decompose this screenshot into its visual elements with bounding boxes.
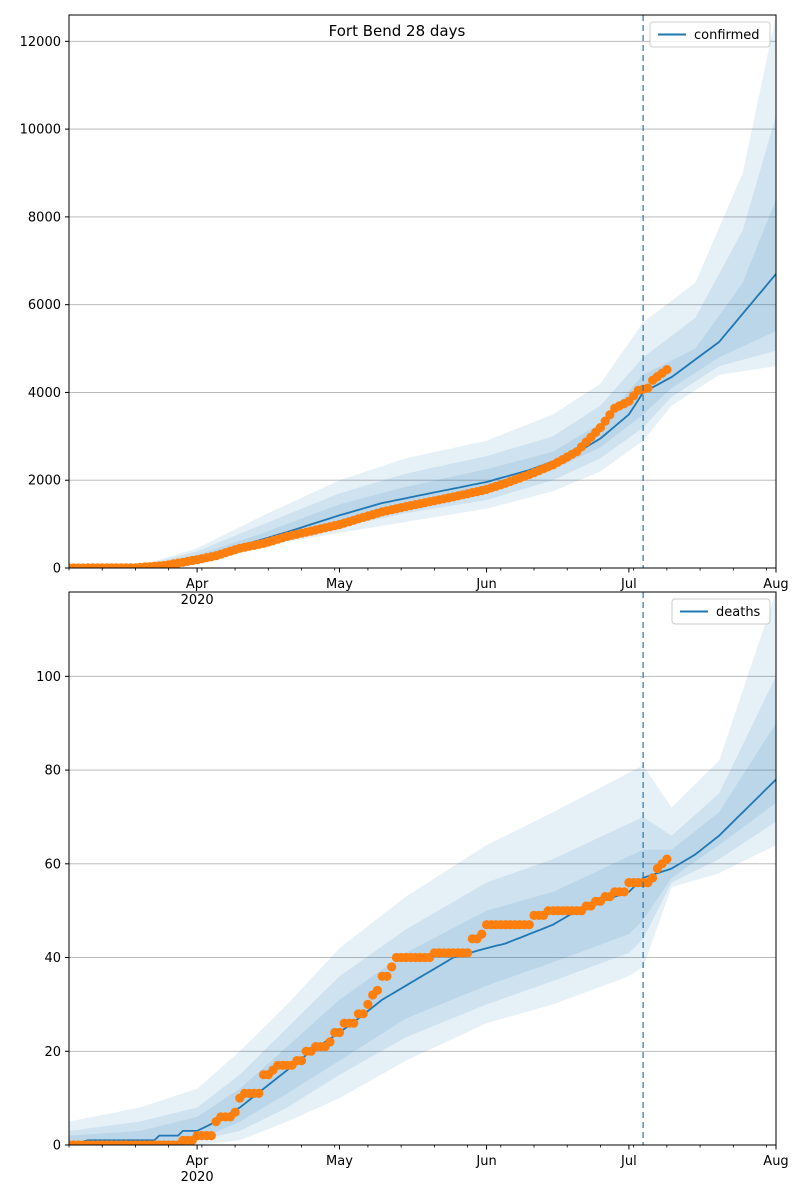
x-tick-label: Jul [620, 577, 637, 592]
observed-point [206, 1131, 216, 1141]
observed-point [477, 929, 487, 939]
observed-point [363, 999, 373, 1010]
legend-label: deaths [716, 605, 761, 620]
observed-point [382, 971, 392, 981]
x-tick-sublabel: 2020 [181, 1170, 214, 1185]
axes-frame [68, 14, 777, 569]
observed-point [605, 410, 615, 420]
observed-point [662, 365, 672, 375]
y-tick-label: 6000 [28, 298, 61, 313]
x-tick-label: Apr [186, 1154, 209, 1169]
x-tick-label: Jun [475, 577, 496, 592]
y-tick-label: 100 [36, 670, 61, 685]
y-tick-label: 20 [44, 1045, 61, 1060]
x-tick-label: Aug [763, 577, 788, 592]
observed-point [296, 1056, 307, 1066]
x-tick-label: Apr [186, 577, 209, 592]
y-tick-label: 12000 [20, 35, 61, 50]
observed-point [349, 1018, 359, 1028]
y-tick-label: 0 [53, 1139, 61, 1154]
observed-point [358, 1009, 368, 1019]
x-tick-label: Aug [763, 1154, 788, 1169]
observed-point [325, 1037, 335, 1047]
observed-point [600, 416, 610, 426]
y-tick-label: 4000 [28, 386, 61, 401]
observed-point [387, 962, 397, 972]
x-tick-label: Jul [620, 1154, 637, 1169]
x-tick-sublabel: 2020 [181, 593, 214, 608]
y-tick-label: 40 [44, 951, 61, 966]
confirmed-panel: Fort Bend 28 days 0 2000 4000 6000 8000 10000… [20, 14, 789, 608]
x-tick-label: May [326, 577, 353, 592]
legend: confirmed [649, 21, 771, 48]
x-tick-label: Jun [475, 1154, 496, 1169]
observed-point [619, 887, 629, 897]
observed-point [524, 920, 534, 930]
chart-title: Fort Bend 28 days [329, 22, 466, 40]
x-tick-label: May [326, 1154, 353, 1169]
y-tick-label: 2000 [28, 474, 61, 489]
y-tick-label: 80 [44, 764, 61, 779]
observed-point [254, 1088, 264, 1098]
observed-point [595, 423, 606, 433]
observed-point [463, 948, 473, 958]
observed-point [372, 985, 382, 995]
y-tick-label: 8000 [28, 210, 61, 225]
plot-area [69, 592, 776, 1145]
confidence-band [69, 676, 776, 1145]
legend: deaths [671, 598, 771, 625]
y-tick-label: 0 [53, 562, 61, 577]
observed-point [648, 873, 658, 883]
confidence-band [69, 115, 776, 568]
y-tick-label: 60 [44, 857, 61, 872]
observed-point [230, 1107, 240, 1117]
axes-frame [68, 591, 777, 1146]
plot-area [69, 15, 776, 568]
legend-box [649, 21, 771, 48]
observed-point [334, 1027, 345, 1038]
observed-point [643, 383, 653, 393]
observed-point [662, 854, 672, 864]
legend-box [671, 598, 771, 625]
legend-label: confirmed [694, 28, 760, 43]
y-tick-label: 10000 [20, 123, 61, 138]
confidence-band [69, 592, 776, 1145]
